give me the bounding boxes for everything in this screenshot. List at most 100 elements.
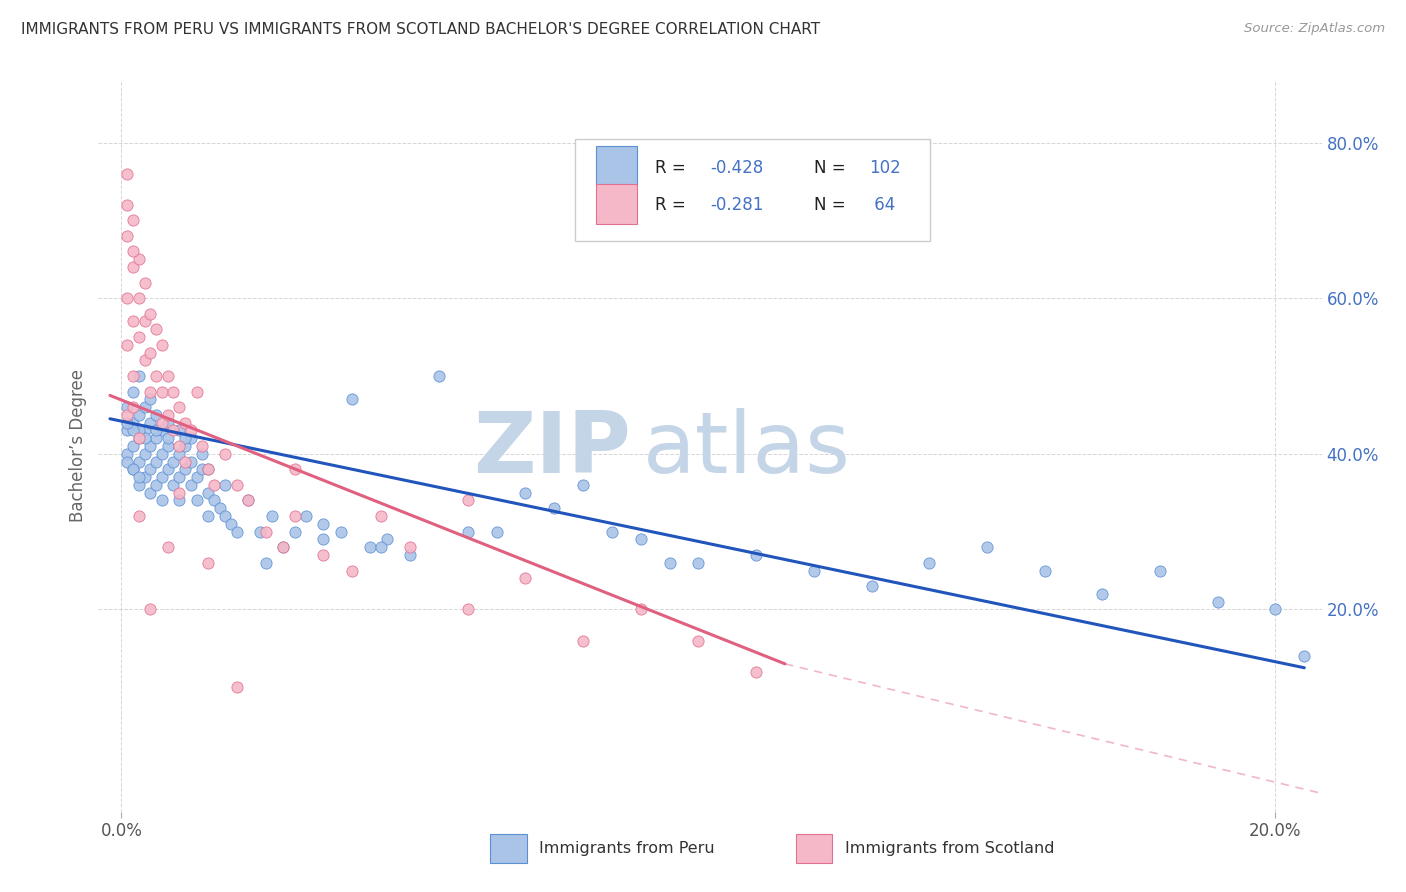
Point xyxy=(658,556,681,570)
Point xyxy=(284,509,307,524)
Point xyxy=(150,416,173,430)
Point xyxy=(162,454,184,468)
Point xyxy=(238,493,260,508)
Point xyxy=(156,408,179,422)
Text: -0.428: -0.428 xyxy=(710,159,763,177)
Point xyxy=(572,478,595,492)
Point xyxy=(225,478,247,492)
Point xyxy=(134,447,156,461)
Point xyxy=(167,424,190,438)
Point xyxy=(1149,564,1171,578)
Text: Immigrants from Peru: Immigrants from Peru xyxy=(538,841,714,855)
Point xyxy=(156,431,179,445)
Point xyxy=(150,424,173,438)
Point xyxy=(145,424,167,438)
Point xyxy=(214,447,236,461)
Point xyxy=(370,509,392,524)
Point xyxy=(457,524,479,539)
Point xyxy=(167,439,190,453)
Point xyxy=(238,493,260,508)
Point xyxy=(128,454,150,468)
Point xyxy=(180,431,202,445)
Point xyxy=(329,524,352,539)
Point xyxy=(271,540,294,554)
Point xyxy=(145,322,167,336)
Point xyxy=(630,533,652,547)
Point xyxy=(128,424,150,438)
Point xyxy=(167,485,190,500)
Point xyxy=(128,478,150,492)
Point xyxy=(122,462,145,476)
FancyBboxPatch shape xyxy=(596,146,637,186)
Point xyxy=(134,400,156,414)
Text: IMMIGRANTS FROM PERU VS IMMIGRANTS FROM SCOTLAND BACHELOR'S DEGREE CORRELATION C: IMMIGRANTS FROM PERU VS IMMIGRANTS FROM … xyxy=(21,22,820,37)
Point xyxy=(156,368,179,383)
Point xyxy=(254,556,277,570)
Point xyxy=(134,353,156,368)
Point xyxy=(167,447,190,461)
Point xyxy=(180,454,202,468)
Point xyxy=(312,533,335,547)
Point xyxy=(139,439,162,453)
Point xyxy=(117,416,139,430)
Point xyxy=(134,276,156,290)
Point xyxy=(543,501,565,516)
Point xyxy=(359,540,381,554)
Point xyxy=(128,330,150,344)
Point xyxy=(134,314,156,328)
Y-axis label: Bachelor’s Degree: Bachelor’s Degree xyxy=(69,369,87,523)
Point xyxy=(225,680,247,694)
Point xyxy=(219,516,242,531)
Point xyxy=(117,408,139,422)
Point xyxy=(139,602,162,616)
Point xyxy=(399,540,422,554)
Point xyxy=(128,291,150,305)
Point xyxy=(139,416,162,430)
Point xyxy=(370,540,392,554)
Point xyxy=(197,485,219,500)
Point xyxy=(122,260,145,274)
Point xyxy=(745,548,768,562)
Point xyxy=(457,602,479,616)
Point xyxy=(1264,602,1286,616)
Point xyxy=(117,400,139,414)
Point xyxy=(197,462,219,476)
Point xyxy=(515,571,537,585)
Point xyxy=(122,424,145,438)
Point xyxy=(174,439,197,453)
Point xyxy=(134,424,156,438)
Point xyxy=(139,384,162,399)
Point xyxy=(150,493,173,508)
Point xyxy=(122,384,145,399)
Point xyxy=(572,633,595,648)
Point xyxy=(457,493,479,508)
Point xyxy=(745,665,768,679)
Point xyxy=(976,540,998,554)
Text: Source: ZipAtlas.com: Source: ZipAtlas.com xyxy=(1244,22,1385,36)
Point xyxy=(197,509,219,524)
Point xyxy=(150,447,173,461)
Point xyxy=(128,509,150,524)
Text: N =: N = xyxy=(814,159,851,177)
Point xyxy=(214,478,236,492)
Point xyxy=(312,548,335,562)
Point xyxy=(122,314,145,328)
Point xyxy=(150,338,173,352)
Point xyxy=(1091,587,1114,601)
Point xyxy=(630,602,652,616)
Point xyxy=(284,524,307,539)
Point xyxy=(128,470,150,484)
Text: Immigrants from Scotland: Immigrants from Scotland xyxy=(845,841,1054,855)
Point xyxy=(918,556,941,570)
Point xyxy=(485,524,508,539)
Point xyxy=(342,564,364,578)
FancyBboxPatch shape xyxy=(796,834,832,863)
Point xyxy=(860,579,883,593)
Point xyxy=(122,416,145,430)
FancyBboxPatch shape xyxy=(489,834,526,863)
Point xyxy=(427,368,450,383)
Point xyxy=(174,416,197,430)
Point xyxy=(128,408,150,422)
Point xyxy=(145,478,167,492)
Point xyxy=(312,516,335,531)
